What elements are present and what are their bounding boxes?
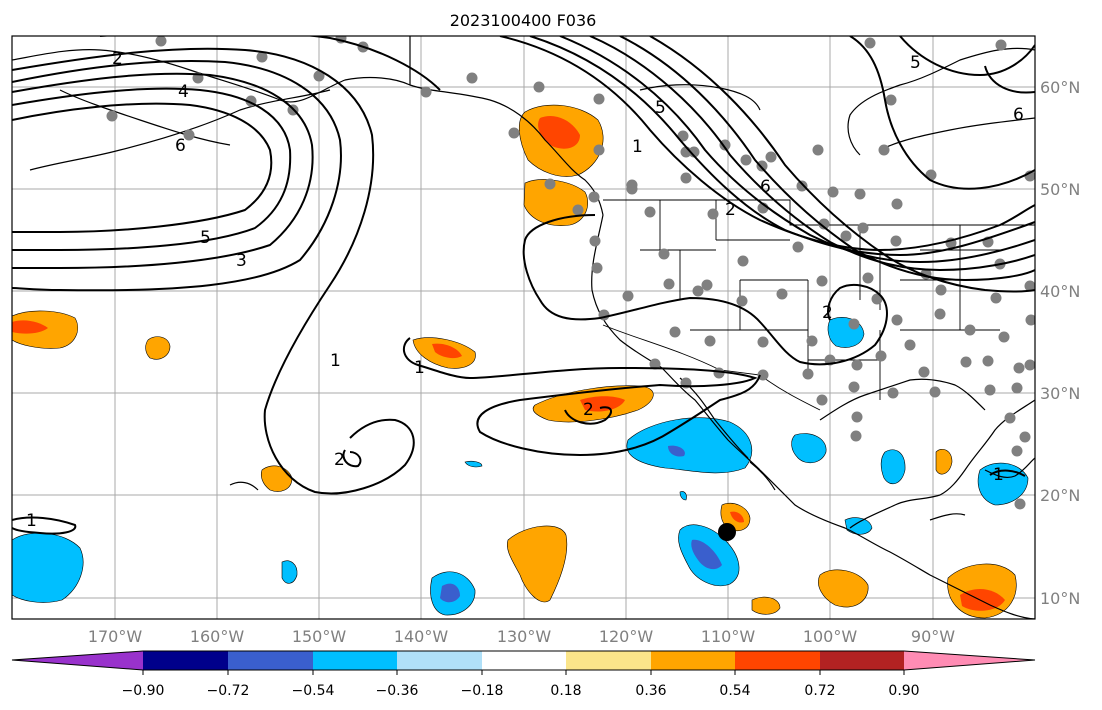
- contour-label: 3: [236, 251, 247, 271]
- colorbar-tick-label: −0.72: [207, 683, 250, 699]
- longitude-tick: 90°W: [911, 627, 955, 646]
- contour-label: 5: [655, 98, 666, 118]
- map-title: 2023100400 F036: [450, 11, 597, 30]
- colorbar-segment: [313, 651, 397, 670]
- colorbar-segment: [397, 651, 482, 670]
- colorbar-tick-label: −0.18: [461, 683, 504, 699]
- colorbar-segment: [143, 651, 228, 670]
- contour-label: 4: [178, 82, 189, 102]
- colorbar-segment: [482, 651, 566, 670]
- colorbar-tick-label: 0.18: [550, 683, 581, 699]
- map-frame: [11, 35, 1036, 620]
- latitude-tick: 50°N: [1040, 180, 1080, 199]
- colorbar-tick-label: −0.54: [292, 683, 335, 699]
- contour-label: 2: [822, 303, 833, 323]
- colorbar-tick-label: −0.90: [122, 683, 165, 699]
- coastlines: [12, 36, 1035, 619]
- colorbar-tick-label: 0.72: [804, 683, 835, 699]
- observation-stations: [106, 36, 1035, 510]
- colorbar-tick-label: 0.54: [719, 683, 750, 699]
- longitude-axis: 170°W 160°W 150°W 140°W 130°W 120°W 110°…: [88, 627, 955, 646]
- contour-label: 2: [112, 49, 123, 69]
- longitude-tick: 150°W: [292, 627, 347, 646]
- contour-label: 2: [334, 450, 345, 470]
- contour-lines: [12, 36, 1035, 535]
- colorbar-segment: [566, 651, 651, 670]
- contour-label: 1: [414, 358, 425, 378]
- colorbar-segment: [820, 651, 904, 670]
- latitude-tick: 40°N: [1040, 282, 1080, 301]
- contour-label: 1: [993, 465, 1004, 485]
- longitude-tick: 120°W: [599, 627, 654, 646]
- latitude-tick: 10°N: [1040, 589, 1080, 608]
- contour-labels: 2 4 6 5 3 1 1 2 2 1 5 1 2 6 2 5 6 1: [26, 49, 1024, 531]
- contour-label: 6: [1013, 105, 1024, 125]
- contour-label: 6: [175, 136, 186, 156]
- longitude-tick: 170°W: [88, 627, 143, 646]
- contour-label: 1: [26, 511, 37, 531]
- contour-label: 1: [330, 351, 341, 371]
- colorbar-segment: [735, 651, 820, 670]
- longitude-tick: 130°W: [497, 627, 552, 646]
- contour-label: 2: [583, 400, 594, 420]
- contour-label: 1: [632, 137, 643, 157]
- longitude-tick: 110°W: [701, 627, 756, 646]
- latitude-tick: 20°N: [1040, 486, 1080, 505]
- latitude-tick: 60°N: [1040, 78, 1080, 97]
- colorbar-segment: [651, 651, 735, 670]
- map-panel: 2 4 6 5 3 1 1 2 2 1 5 1 2 6 2 5 6 1: [12, 36, 1035, 619]
- latitude-axis: 60°N 50°N 40°N 30°N 20°N 10°N: [1040, 78, 1080, 608]
- positive-anomaly-shading: [12, 104, 1017, 619]
- contour-label: 5: [910, 53, 921, 73]
- contour-label: 2: [725, 200, 736, 220]
- latitude-tick: 30°N: [1040, 384, 1080, 403]
- longitude-tick: 160°W: [190, 627, 245, 646]
- contour-label: 6: [760, 177, 771, 197]
- colorbar-segment-extend-high: [904, 651, 1035, 670]
- colorbar-tick-label: 0.90: [888, 683, 919, 699]
- contour-label: 5: [200, 228, 211, 248]
- colorbar-segment-extend-low: [12, 651, 143, 670]
- longitude-tick: 100°W: [803, 627, 858, 646]
- longitude-tick: 140°W: [394, 627, 449, 646]
- colorbar-tick-label: −0.36: [376, 683, 419, 699]
- storm-center-marker: [718, 523, 736, 541]
- colorbar-segment: [228, 651, 313, 670]
- colorbar-ticks: [142, 670, 905, 675]
- colorbar-tick-label: 0.36: [635, 683, 666, 699]
- colorbar: −0.90 −0.72 −0.54 −0.36 −0.18 0.18 0.36 …: [11, 650, 1036, 699]
